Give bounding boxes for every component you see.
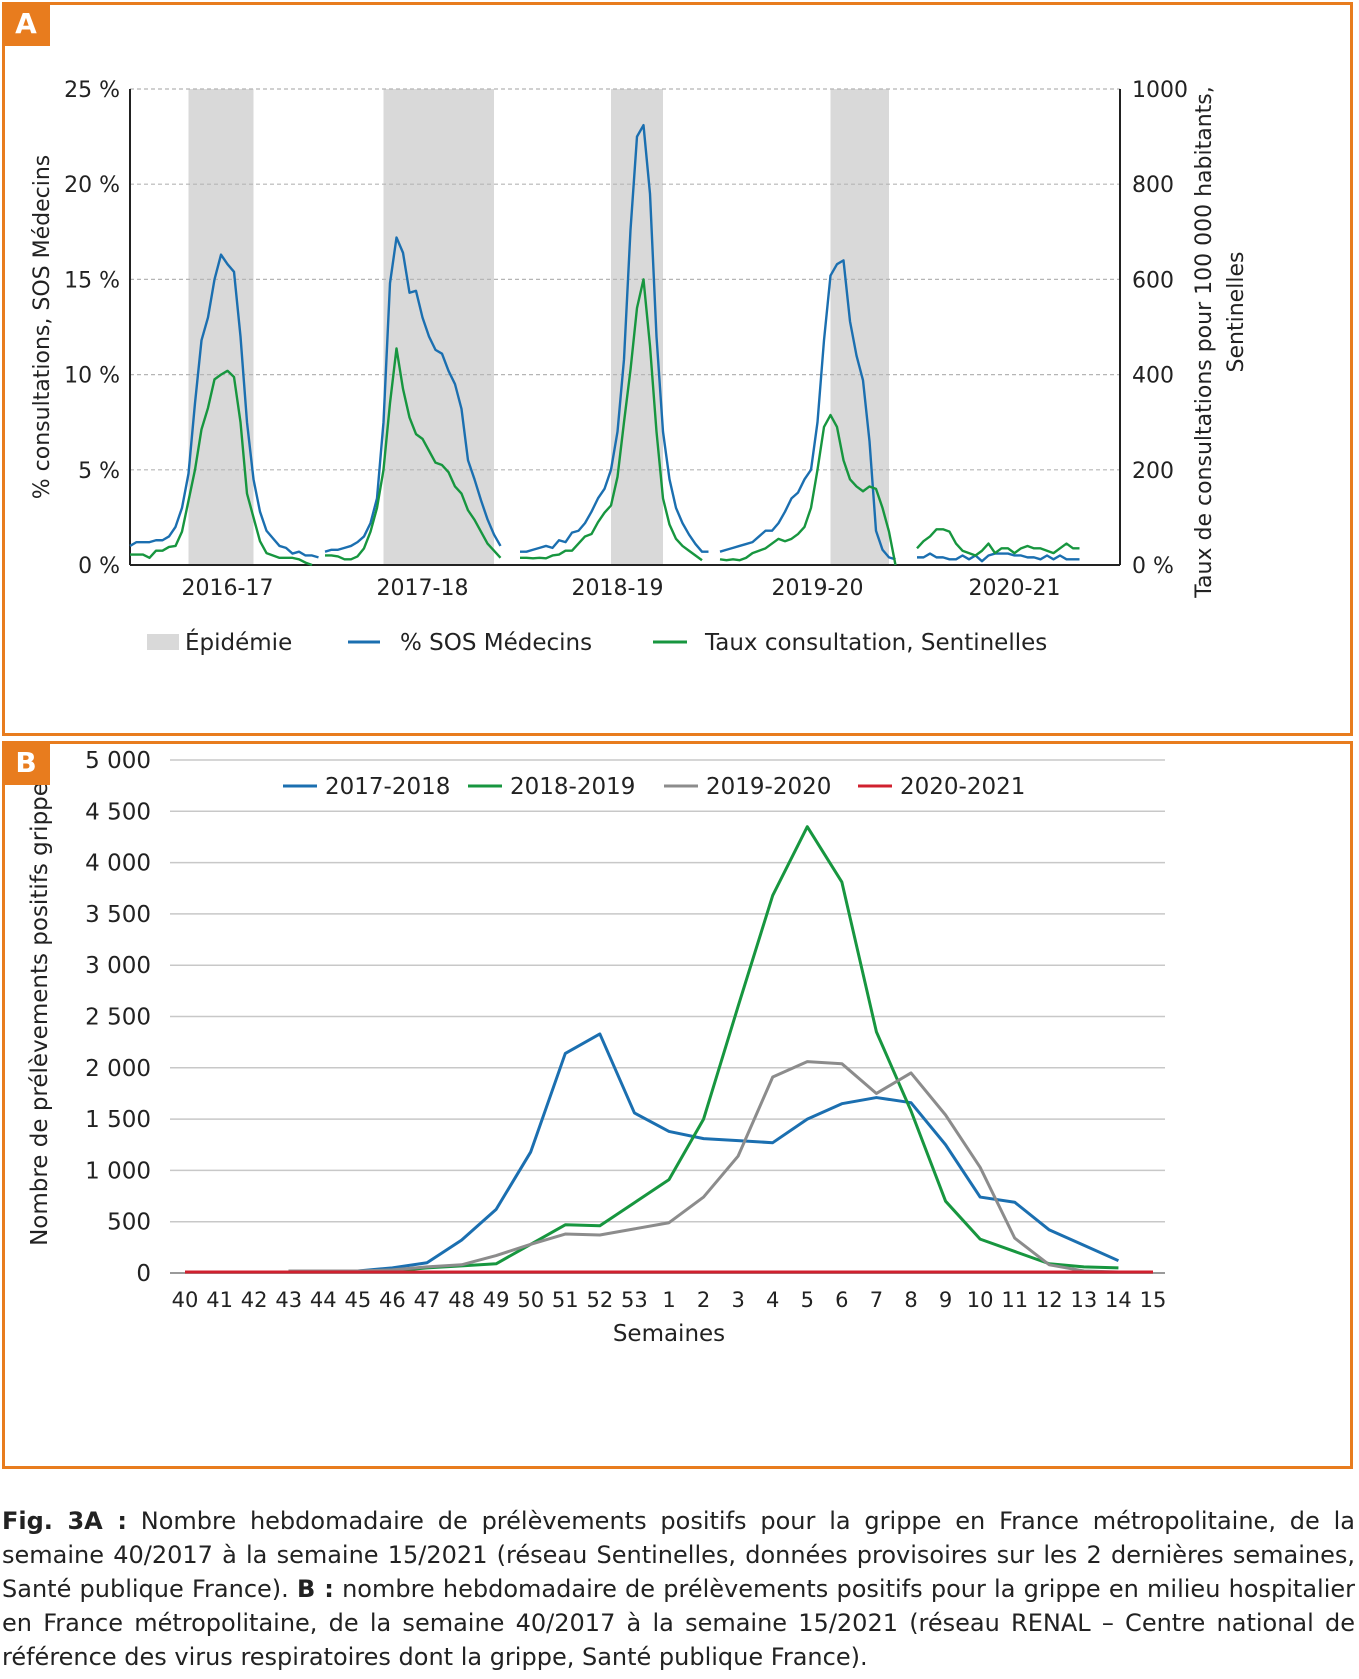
y-tick-label: 2 000: [85, 1056, 151, 1082]
legend-sos-label: % SOS Médecins: [400, 630, 592, 656]
panel-a: A 0 % 5 % 10 % 15 % 20 % 25 % 0 % 200 400 600 800 1…: [2, 2, 1353, 736]
x-tick-label: 50: [517, 1288, 544, 1312]
sentinelles-line: [520, 278, 703, 562]
x-tick-label: 8: [904, 1288, 917, 1312]
legend-sentinelles-label: Taux consultation, Sentinelles: [704, 630, 1047, 656]
panel-b-tag: B: [2, 741, 50, 785]
x-tick-label: 2019-20: [772, 576, 864, 601]
epidemic-band: [830, 89, 889, 565]
x-tick-label: 42: [241, 1288, 268, 1312]
y-tick-label: 0: [136, 1261, 151, 1287]
y2-tick-label: 800: [1132, 173, 1174, 198]
x-tick-label: 48: [448, 1288, 475, 1312]
x-tick-label: 1: [662, 1288, 675, 1312]
y2-tick-label: 600: [1132, 268, 1174, 293]
x-tick-label: 40: [172, 1288, 199, 1312]
y-tick-label: 15 %: [64, 268, 120, 293]
panel-b: B 0 500 1 000 1 500 2 000 2 500 3 000 3 500 4 00…: [2, 741, 1353, 1469]
x-tick-label: 47: [414, 1288, 441, 1312]
x-tick-label: 3: [731, 1288, 744, 1312]
legend-label: 2018-2019: [510, 774, 635, 800]
y-tick-label: 4 000: [85, 851, 151, 877]
y-tick-label: 500: [107, 1210, 151, 1236]
y2-axis-title-line1: Taux de consultations pour 100 000 habit…: [1192, 86, 1217, 598]
y-axis-title: % consultations, SOS Médecins: [30, 155, 55, 499]
x-tick-label: 10: [967, 1288, 994, 1312]
x-tick-label: 11: [1001, 1288, 1028, 1312]
x-tick-label: 2017-18: [377, 576, 469, 601]
x-tick-label: 12: [1036, 1288, 1063, 1312]
x-tick-label: 45: [344, 1288, 371, 1312]
y-tick-label: 3 000: [85, 953, 151, 979]
x-tick-label: 2016-17: [182, 576, 274, 601]
epidemic-band: [188, 89, 254, 565]
sos-line: [129, 253, 319, 559]
y-tick-label: 20 %: [64, 173, 120, 198]
sos-line: [520, 123, 709, 553]
x-tick-label: 53: [621, 1288, 648, 1312]
x-tick-label: 41: [206, 1288, 233, 1312]
caption-a-text: Nombre hebdomadaire de prélèvements posi…: [2, 1507, 1355, 1603]
y-tick-label: 5 %: [78, 459, 120, 484]
y2-axis-title-line2: Sentinelles: [1224, 252, 1249, 373]
y2-tick-label: 400: [1132, 364, 1174, 389]
panel-a-tag: A: [2, 2, 50, 46]
series-line-2019-2020: [288, 1060, 1119, 1274]
x-tick-label: 7: [870, 1288, 883, 1312]
y-tick-label: 0 %: [78, 554, 120, 579]
y-tick-label: 4 500: [85, 799, 151, 825]
legend-epidemic-label: Épidémie: [185, 628, 292, 656]
series-line-2018-2019: [288, 825, 1119, 1273]
caption-b-text: nombre hebdomadaire de prélèvements posi…: [2, 1575, 1356, 1671]
x-tick-label: 9: [939, 1288, 952, 1312]
sentinelles-line: [719, 413, 897, 566]
epidemic-band: [611, 89, 663, 565]
figure-caption: Fig. 3A : Nombre hebdomadaire de prélève…: [2, 1504, 1355, 1674]
y2-tick-label: 0 %: [1132, 554, 1174, 579]
sos-line: [917, 552, 1080, 563]
x-tick-label: 49: [483, 1288, 510, 1312]
y-tick-label: 3 500: [85, 902, 151, 928]
sentinelles-line: [325, 347, 502, 561]
sos-line: [719, 259, 896, 561]
caption-b-label: B :: [297, 1575, 334, 1603]
x-axis-title: Semaines: [613, 1321, 725, 1347]
legend-label: 2020-2021: [900, 774, 1025, 800]
sentinelles-line: [130, 369, 313, 567]
legend-label: 2017-2018: [325, 774, 450, 800]
x-tick-label: 15: [1140, 1288, 1167, 1312]
sentinelles-line: [916, 528, 1080, 557]
y-tick-label: 5 000: [85, 748, 151, 774]
x-tick-label: 5: [801, 1288, 814, 1312]
x-tick-label: 2018-19: [572, 576, 664, 601]
y-tick-label: 1 000: [85, 1158, 151, 1184]
caption-a-label: Fig. 3A :: [2, 1507, 127, 1535]
x-tick-label: 14: [1105, 1288, 1132, 1312]
x-tick-label: 2020-21: [969, 576, 1061, 601]
x-tick-label: 46: [379, 1288, 406, 1312]
x-tick-label: 6: [835, 1288, 848, 1312]
x-tick-label: 13: [1070, 1288, 1097, 1312]
series-line-2017-2018: [288, 1032, 1120, 1273]
chart-a: 0 % 5 % 10 % 15 % 20 % 25 % 0 % 200 400 600 800 100…: [30, 78, 1249, 656]
x-tick-label: 51: [552, 1288, 579, 1312]
y-tick-label: 1 500: [85, 1107, 151, 1133]
x-tick-label: 4: [766, 1288, 779, 1312]
x-tick-label: 52: [586, 1288, 613, 1312]
y-tick-label: 10 %: [64, 364, 120, 389]
legend-epidemic-swatch: [147, 634, 179, 650]
y-axis-title: Nombre de prélèvements positifs grippe: [27, 782, 53, 1246]
y2-tick-label: 200: [1132, 459, 1174, 484]
x-tick-label: 43: [275, 1288, 302, 1312]
sos-line: [324, 236, 502, 553]
x-tick-label: 44: [310, 1288, 337, 1312]
chart-b: 0 500 1 000 1 500 2 000 2 500 3 000 3 500 4 000 4…: [27, 748, 1167, 1347]
y2-tick-label: 1000: [1132, 78, 1188, 103]
y-tick-label: 25 %: [64, 78, 120, 103]
x-tick-label: 2: [697, 1288, 710, 1312]
y-tick-label: 2 500: [85, 1005, 151, 1031]
legend-label: 2019-2020: [706, 774, 831, 800]
epidemic-band: [383, 89, 494, 565]
